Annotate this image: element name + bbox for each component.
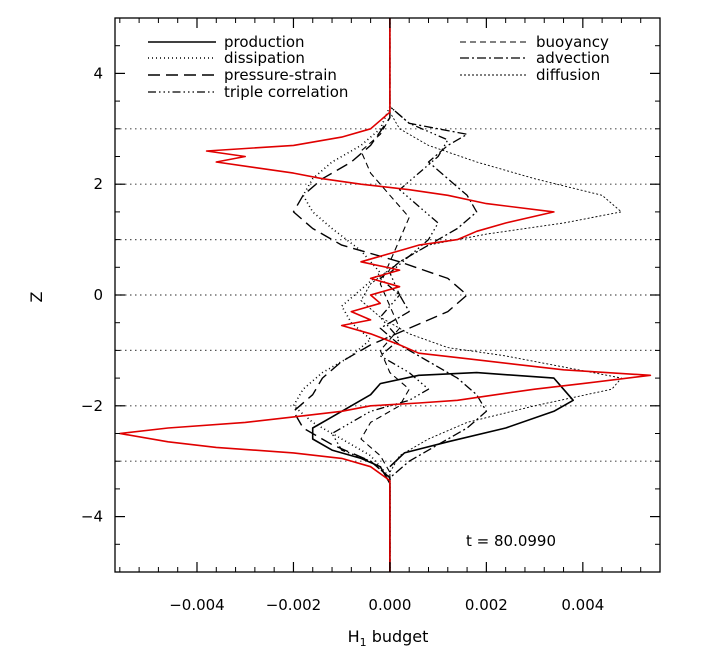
- y-tick-label: 0: [93, 286, 103, 304]
- x-axis-title-main: H: [348, 627, 360, 646]
- series-line-production: [311, 371, 574, 572]
- y-tick-label: 2: [93, 175, 103, 193]
- series-line-diffusion: [360, 18, 622, 572]
- series-line-buoyancy: [360, 18, 410, 572]
- y-tick-label: −2: [81, 397, 103, 415]
- series-line-triple-correlation: [331, 18, 449, 572]
- x-tick-label: −0.002: [266, 596, 322, 614]
- x-tick-label: −0.004: [169, 596, 225, 614]
- legend-label: dissipation: [224, 49, 305, 67]
- y-tick-label: −4: [81, 508, 103, 526]
- x-axis-title-subscript: 1: [360, 636, 367, 649]
- x-axis-title-rest: budget: [367, 627, 429, 646]
- series-line-pressure-strain: [292, 18, 468, 572]
- legend-label: diffusion: [536, 66, 600, 84]
- legend-label: advection: [536, 49, 610, 67]
- series-lines: [119, 18, 652, 572]
- series-line-red: [119, 18, 652, 572]
- x-tick-label: 0.004: [561, 596, 604, 614]
- legend-label: pressure-strain: [224, 66, 337, 84]
- legend: productiondissipationpressure-straintrip…: [148, 33, 610, 101]
- reference-lines: [115, 128, 660, 462]
- legend-label: triple correlation: [224, 83, 348, 101]
- x-axis-title: H1 budget: [348, 627, 429, 649]
- plot-frame: [114, 17, 661, 573]
- ticks: −0.004 −0.002 0.000 0.002 0.004 −4 −2 0 2 4: [81, 17, 660, 614]
- x-tick-label: 0.000: [368, 596, 411, 614]
- x-tick-label: 0.002: [465, 596, 508, 614]
- y-tick-label: 4: [93, 64, 103, 82]
- legend-label: buoyancy: [536, 33, 609, 51]
- time-annotation: t = 80.0990: [466, 532, 556, 550]
- y-axis-title: Z: [27, 291, 46, 302]
- series-line-advection: [379, 18, 488, 572]
- legend-label: production: [224, 33, 305, 51]
